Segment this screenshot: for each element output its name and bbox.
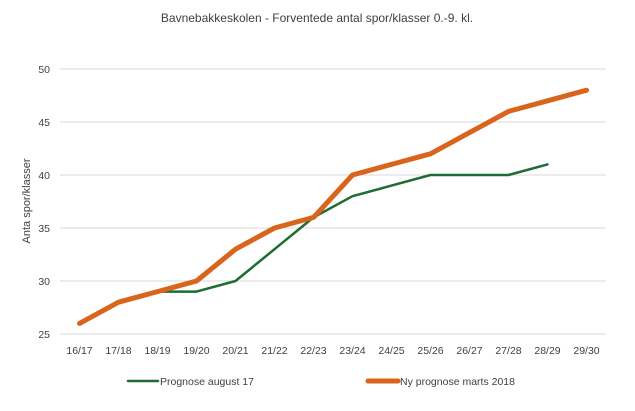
series-line-1 [78, 163, 549, 325]
y-axis-label: Anta spor/klasser [21, 158, 33, 243]
y-tick-label: 50 [38, 64, 50, 76]
x-tick-label: 18/19 [144, 345, 170, 357]
x-tick-label: 28/29 [534, 345, 560, 357]
x-tick-label: 21/22 [261, 345, 287, 357]
x-tick-label: 29/30 [573, 345, 599, 357]
y-tick-label: 35 [38, 223, 50, 235]
x-tick-label: 25/26 [417, 345, 443, 357]
legend-label: Prognose august 17 [160, 376, 254, 388]
x-tick-label: 22/23 [300, 345, 326, 357]
y-tick-label: 45 [38, 117, 50, 129]
series-line-2 [77, 87, 589, 326]
y-tick-label: 40 [38, 170, 50, 182]
x-tick-label: 16/17 [66, 345, 92, 357]
y-axis-ticks: 25 30 35 40 45 50 [38, 64, 50, 341]
x-tick-label: 23/24 [339, 345, 365, 357]
legend: Prognose august 17 Ny prognose marts 2018 [126, 376, 515, 388]
chart-title: Bavnebakkeskolen - Forventede antal spor… [161, 11, 473, 25]
gridlines [60, 68, 606, 335]
x-axis-ticks: 16/17 17/18 18/19 19/20 20/21 21/22 22/23 23/24… [66, 345, 599, 357]
x-tick-label: 26/27 [456, 345, 482, 357]
y-tick-label: 25 [38, 329, 50, 341]
y-tick-label: 30 [38, 276, 50, 288]
series-lines [77, 87, 589, 326]
legend-label: Ny prognose marts 2018 [400, 376, 515, 388]
x-tick-label: 24/25 [378, 345, 404, 357]
x-tick-label: 17/18 [105, 345, 131, 357]
x-tick-label: 20/21 [222, 345, 248, 357]
x-tick-label: 19/20 [183, 345, 209, 357]
x-tick-label: 27/28 [495, 345, 521, 357]
